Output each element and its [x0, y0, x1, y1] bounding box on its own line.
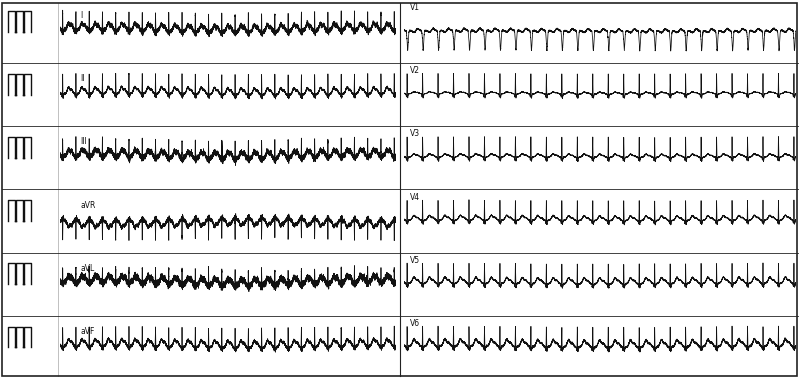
- Text: II: II: [80, 74, 85, 83]
- Text: I: I: [80, 11, 82, 20]
- Text: aVR: aVR: [80, 200, 95, 210]
- Text: V3: V3: [410, 129, 420, 138]
- Text: V2: V2: [410, 66, 420, 75]
- Text: V5: V5: [410, 256, 420, 265]
- Text: V6: V6: [410, 319, 420, 328]
- Text: aVF: aVF: [80, 327, 94, 336]
- Text: aVL: aVL: [80, 264, 94, 273]
- Text: V1: V1: [410, 3, 420, 12]
- Text: V4: V4: [410, 193, 420, 202]
- Text: III: III: [80, 138, 87, 146]
